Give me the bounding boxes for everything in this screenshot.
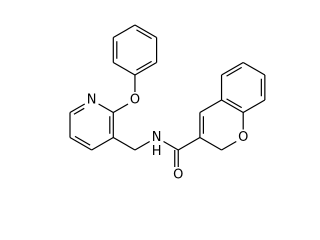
bond [134, 24, 157, 39]
atom-label: H [152, 144, 162, 159]
bond [221, 140, 237, 151]
double-bond [73, 107, 85, 115]
double-bond [136, 29, 152, 40]
bond [112, 24, 136, 39]
double-bond [226, 98, 243, 109]
bond [242, 61, 266, 76]
atom-label: N [152, 130, 162, 145]
bond [163, 140, 179, 151]
bond [69, 103, 86, 114]
bond [199, 99, 222, 114]
atom-label: N [87, 93, 97, 108]
double-bond [74, 135, 91, 146]
double-bond [226, 66, 243, 77]
bond [221, 61, 244, 76]
bond [112, 103, 129, 114]
atom-label: O [173, 168, 183, 183]
bond [69, 136, 92, 151]
bond [199, 136, 222, 151]
double-bond [136, 60, 152, 71]
bond [112, 136, 136, 151]
bond [134, 140, 150, 151]
atom-label: O [238, 130, 248, 145]
bond [177, 136, 201, 151]
bond [91, 136, 114, 151]
bond [98, 103, 114, 114]
bond [242, 99, 266, 114]
atom-label: O [130, 93, 140, 108]
bond [112, 61, 136, 76]
bond [134, 61, 157, 76]
bond [221, 99, 244, 114]
